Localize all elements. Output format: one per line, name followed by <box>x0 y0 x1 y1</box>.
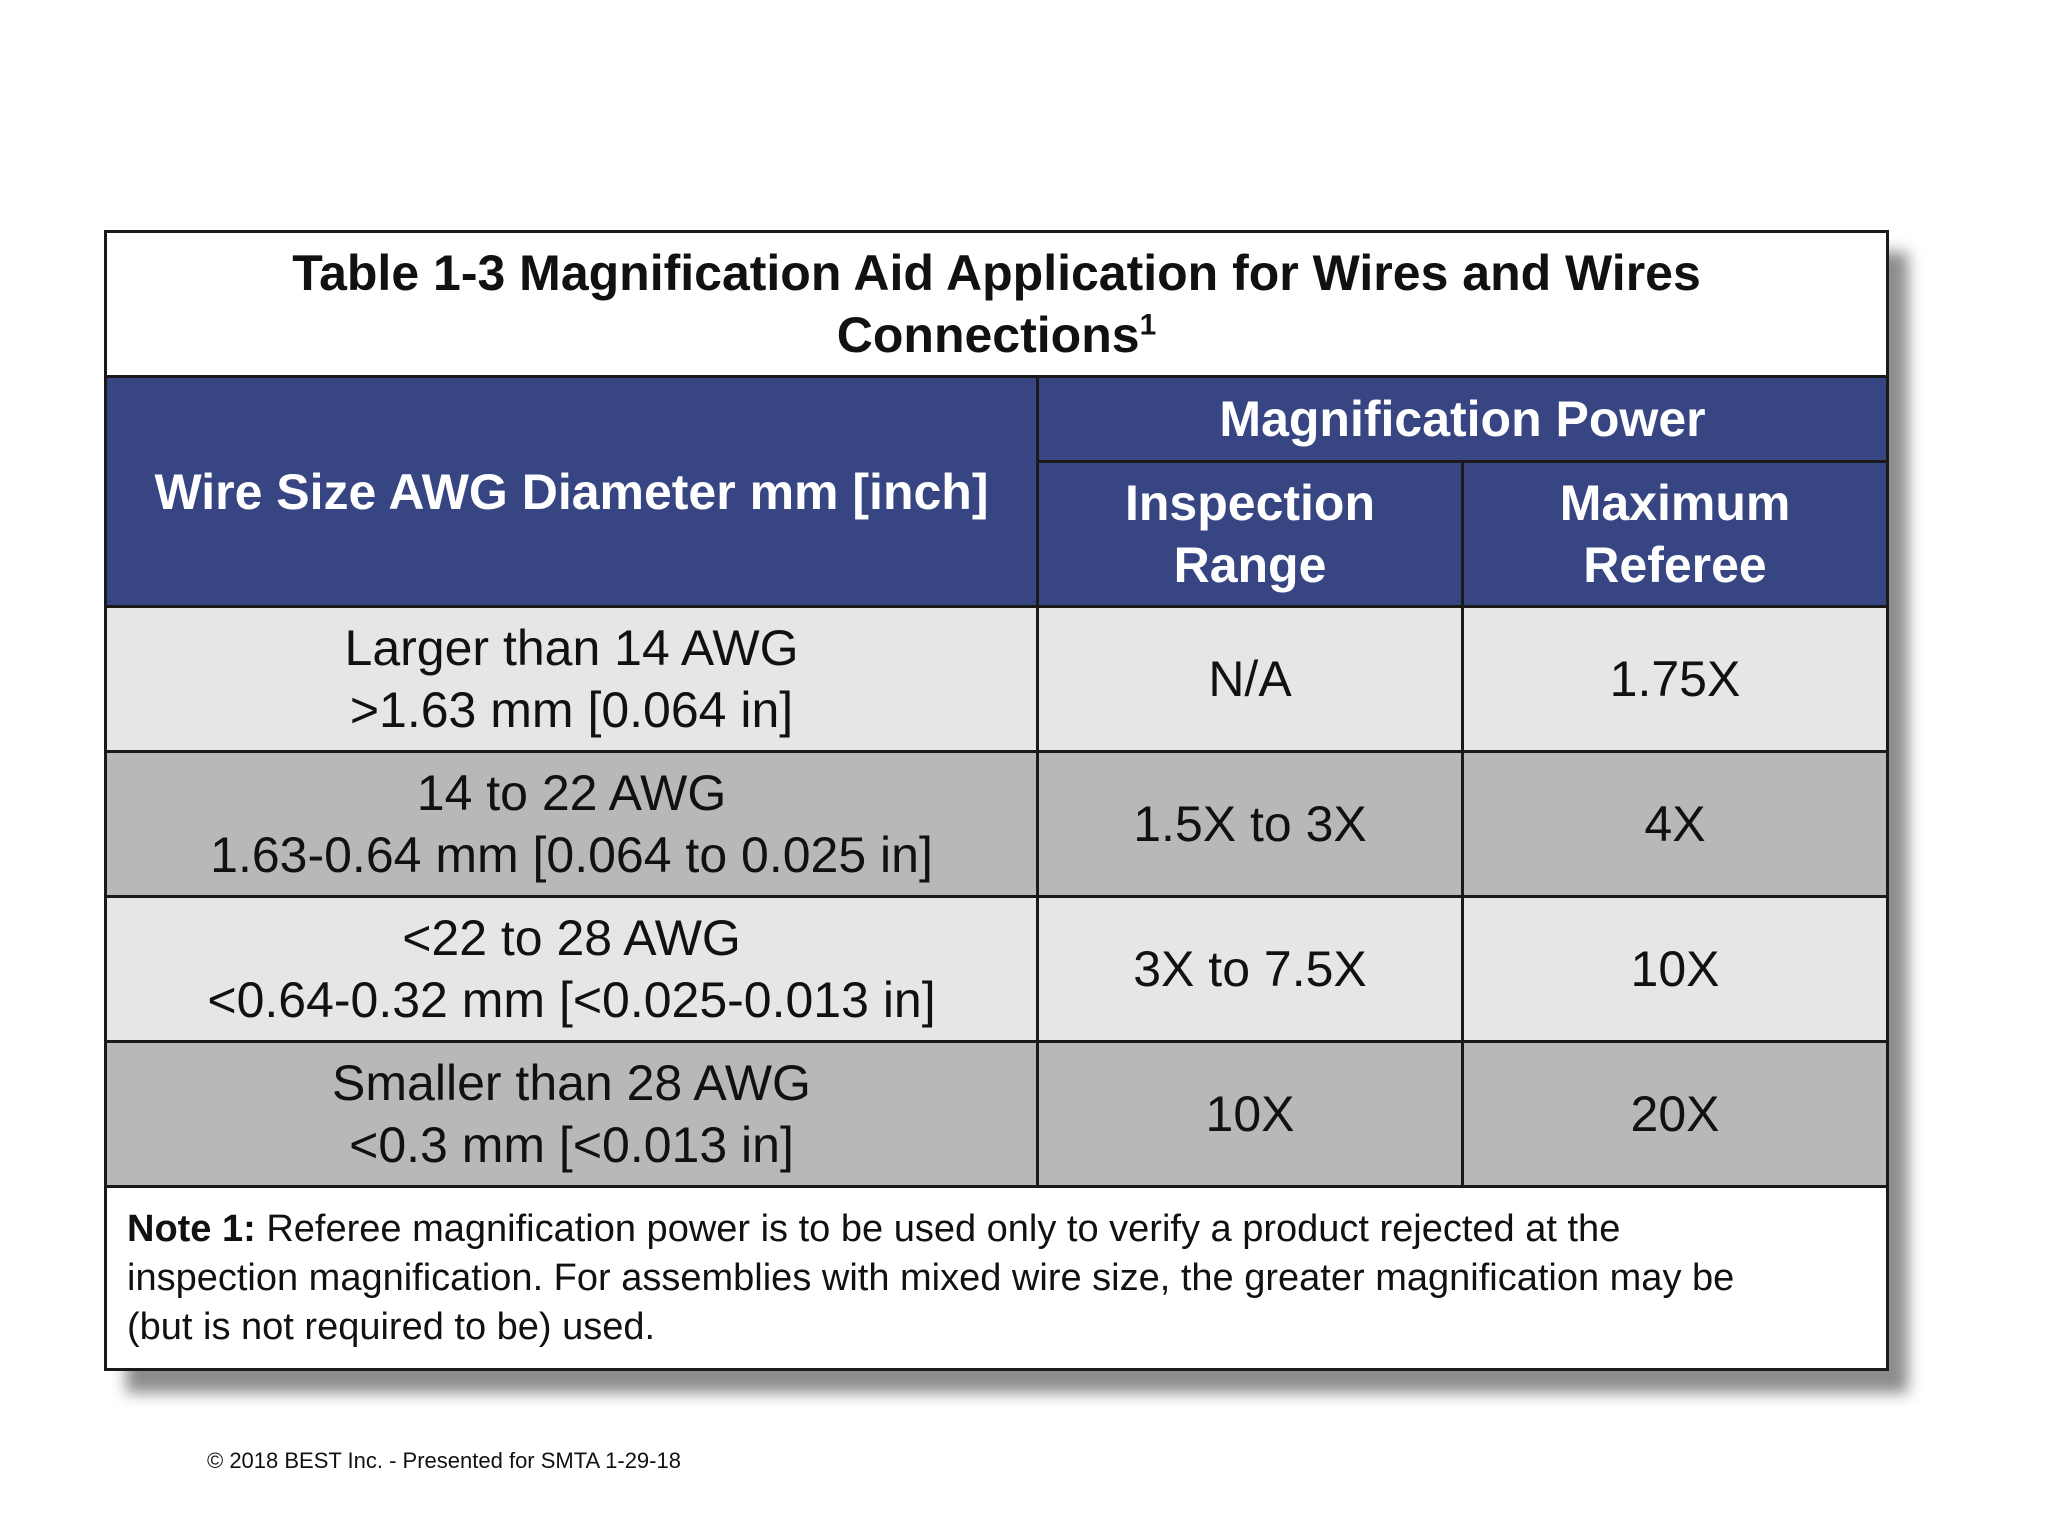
wire-size-cell: <22 to 28 AWG <0.64-0.32 mm [<0.025-0.01… <box>104 895 1039 1043</box>
inspection-range-cell: N/A <box>1036 605 1464 753</box>
table-row: Smaller than 28 AWG <0.3 mm [<0.013 in] … <box>104 1040 1890 1188</box>
maximum-referee-cell: 20X <box>1460 1040 1890 1188</box>
table-row: Larger than 14 AWG >1.63 mm [0.064 in] N… <box>104 605 1890 753</box>
note-label: Note 1: <box>127 1207 256 1250</box>
wire-size-awg: 14 to 22 AWG <box>416 765 727 821</box>
table-title-connections: Connections <box>836 307 1140 363</box>
wire-size-diameter: <0.3 mm [<0.013 in] <box>349 1117 794 1173</box>
magnification-table-container: Table 1-3 Magnification Aid Application … <box>103 230 1890 1371</box>
note-text-line-2: inspection magnification. For assemblies… <box>127 1256 1735 1299</box>
header-inspection-range: Inspection Range <box>1036 460 1464 608</box>
wire-size-diameter: >1.63 mm [0.064 in] <box>349 682 794 738</box>
table-title: Table 1-3 Magnification Aid Application … <box>103 230 1890 378</box>
note-text-line-3: (but is not required to be) used. <box>127 1305 656 1348</box>
header-inspection-line-1: Inspection <box>1124 475 1376 531</box>
wire-size-awg: Smaller than 28 AWG <box>332 1055 811 1111</box>
table-row: <22 to 28 AWG <0.64-0.32 mm [<0.025-0.01… <box>104 895 1890 1043</box>
table-title-line-1: Table 1-3 Magnification Aid Application … <box>292 245 1701 301</box>
header-maximum-line-2: Referee <box>1583 537 1767 593</box>
maximum-referee-cell: 10X <box>1460 895 1890 1043</box>
maximum-referee-cell: 4X <box>1460 750 1890 898</box>
wire-size-awg: Larger than 14 AWG <box>344 620 799 676</box>
inspection-range-cell: 3X to 7.5X <box>1036 895 1464 1043</box>
header-inspection-line-2: Range <box>1173 537 1327 593</box>
wire-size-cell: Larger than 14 AWG >1.63 mm [0.064 in] <box>104 605 1039 753</box>
wire-size-diameter: <0.64-0.32 mm [<0.025-0.013 in] <box>207 972 936 1028</box>
wire-size-awg: <22 to 28 AWG <box>402 910 741 966</box>
header-magnification-power: Magnification Power <box>1035 375 1890 463</box>
header-maximum-line-1: Maximum <box>1559 475 1791 531</box>
table-row: 14 to 22 AWG 1.63-0.64 mm [0.064 to 0.02… <box>104 750 1890 898</box>
maximum-referee-cell: 1.75X <box>1460 605 1890 753</box>
wire-size-cell: Smaller than 28 AWG <0.3 mm [<0.013 in] <box>104 1040 1039 1188</box>
wire-size-diameter: 1.63-0.64 mm [0.064 to 0.025 in] <box>210 827 933 883</box>
inspection-range-cell: 10X <box>1036 1040 1464 1188</box>
title-footnote-marker: 1 <box>1139 308 1157 342</box>
header-wire-size: Wire Size AWG Diameter mm [inch] <box>104 375 1039 608</box>
inspection-range-cell: 1.5X to 3X <box>1036 750 1464 898</box>
magnification-table: Table 1-3 Magnification Aid Application … <box>103 230 1890 1371</box>
wire-size-cell: 14 to 22 AWG 1.63-0.64 mm [0.064 to 0.02… <box>104 750 1039 898</box>
table-note: Note 1: Referee magnification power is t… <box>103 1185 1890 1371</box>
header-maximum-referee: Maximum Referee <box>1460 460 1890 608</box>
copyright-footer: © 2018 BEST Inc. - Presented for SMTA 1-… <box>207 1448 681 1473</box>
table-title-line-2: Connections1 <box>107 304 1886 366</box>
note-text-line-1: Referee magnification power is to be use… <box>255 1207 1621 1250</box>
